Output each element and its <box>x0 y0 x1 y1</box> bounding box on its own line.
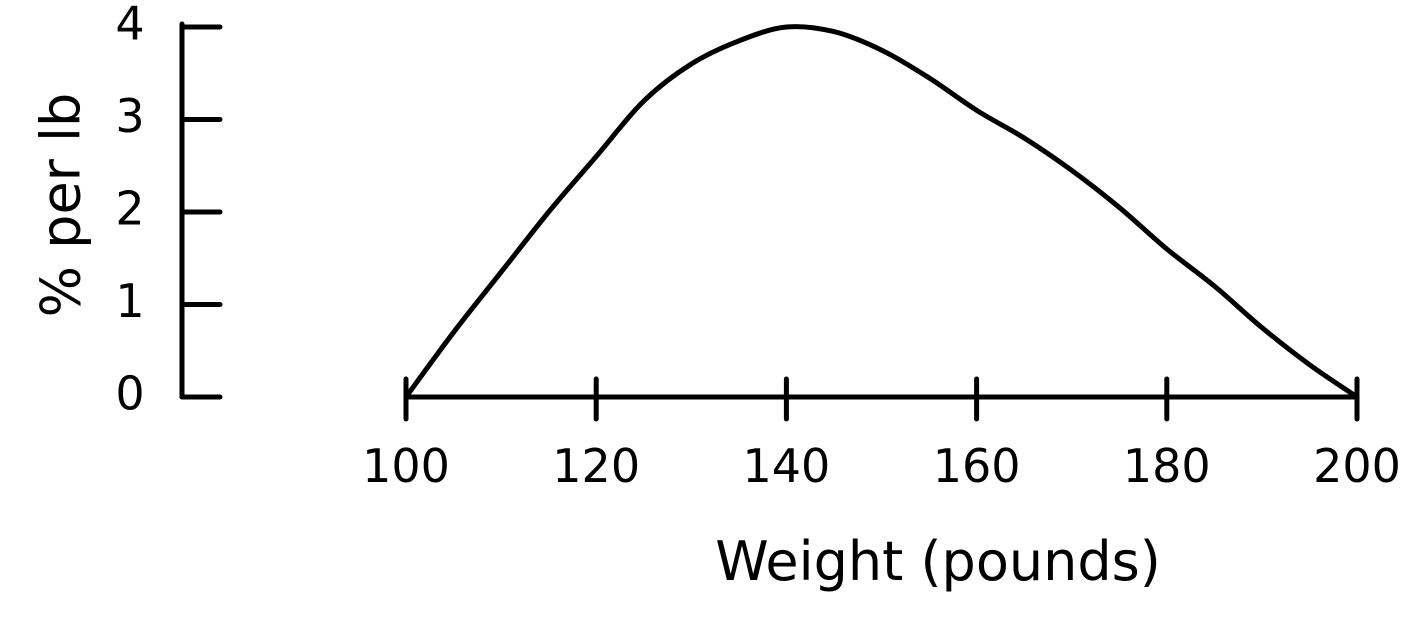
x-ticks: 100 120 140 160 180 200 <box>362 376 1401 493</box>
x-axis: 100 120 140 160 180 200 Weight (pounds) <box>362 376 1401 593</box>
y-axis: 0 1 2 3 4 % per lb <box>30 0 223 421</box>
plot-area <box>403 24 1360 400</box>
y-tick-label: 0 <box>115 367 144 421</box>
x-tick-label: 160 <box>933 439 1021 493</box>
y-axis-title: % per lb <box>30 93 93 318</box>
y-ticks: 0 1 2 3 4 <box>115 0 223 421</box>
x-tick-label: 200 <box>1313 439 1401 493</box>
y-tick-label: 2 <box>115 182 144 236</box>
x-tick-label: 180 <box>1123 439 1211 493</box>
series-line-distribution <box>403 24 1360 400</box>
y-tick-label: 3 <box>115 89 144 143</box>
y-tick-label: 4 <box>115 0 144 51</box>
x-tick-label: 140 <box>742 439 830 493</box>
x-axis-title: Weight (pounds) <box>715 530 1161 593</box>
y-tick-label: 1 <box>115 274 144 328</box>
x-tick-label: 120 <box>552 439 640 493</box>
x-tick-label: 100 <box>362 439 450 493</box>
